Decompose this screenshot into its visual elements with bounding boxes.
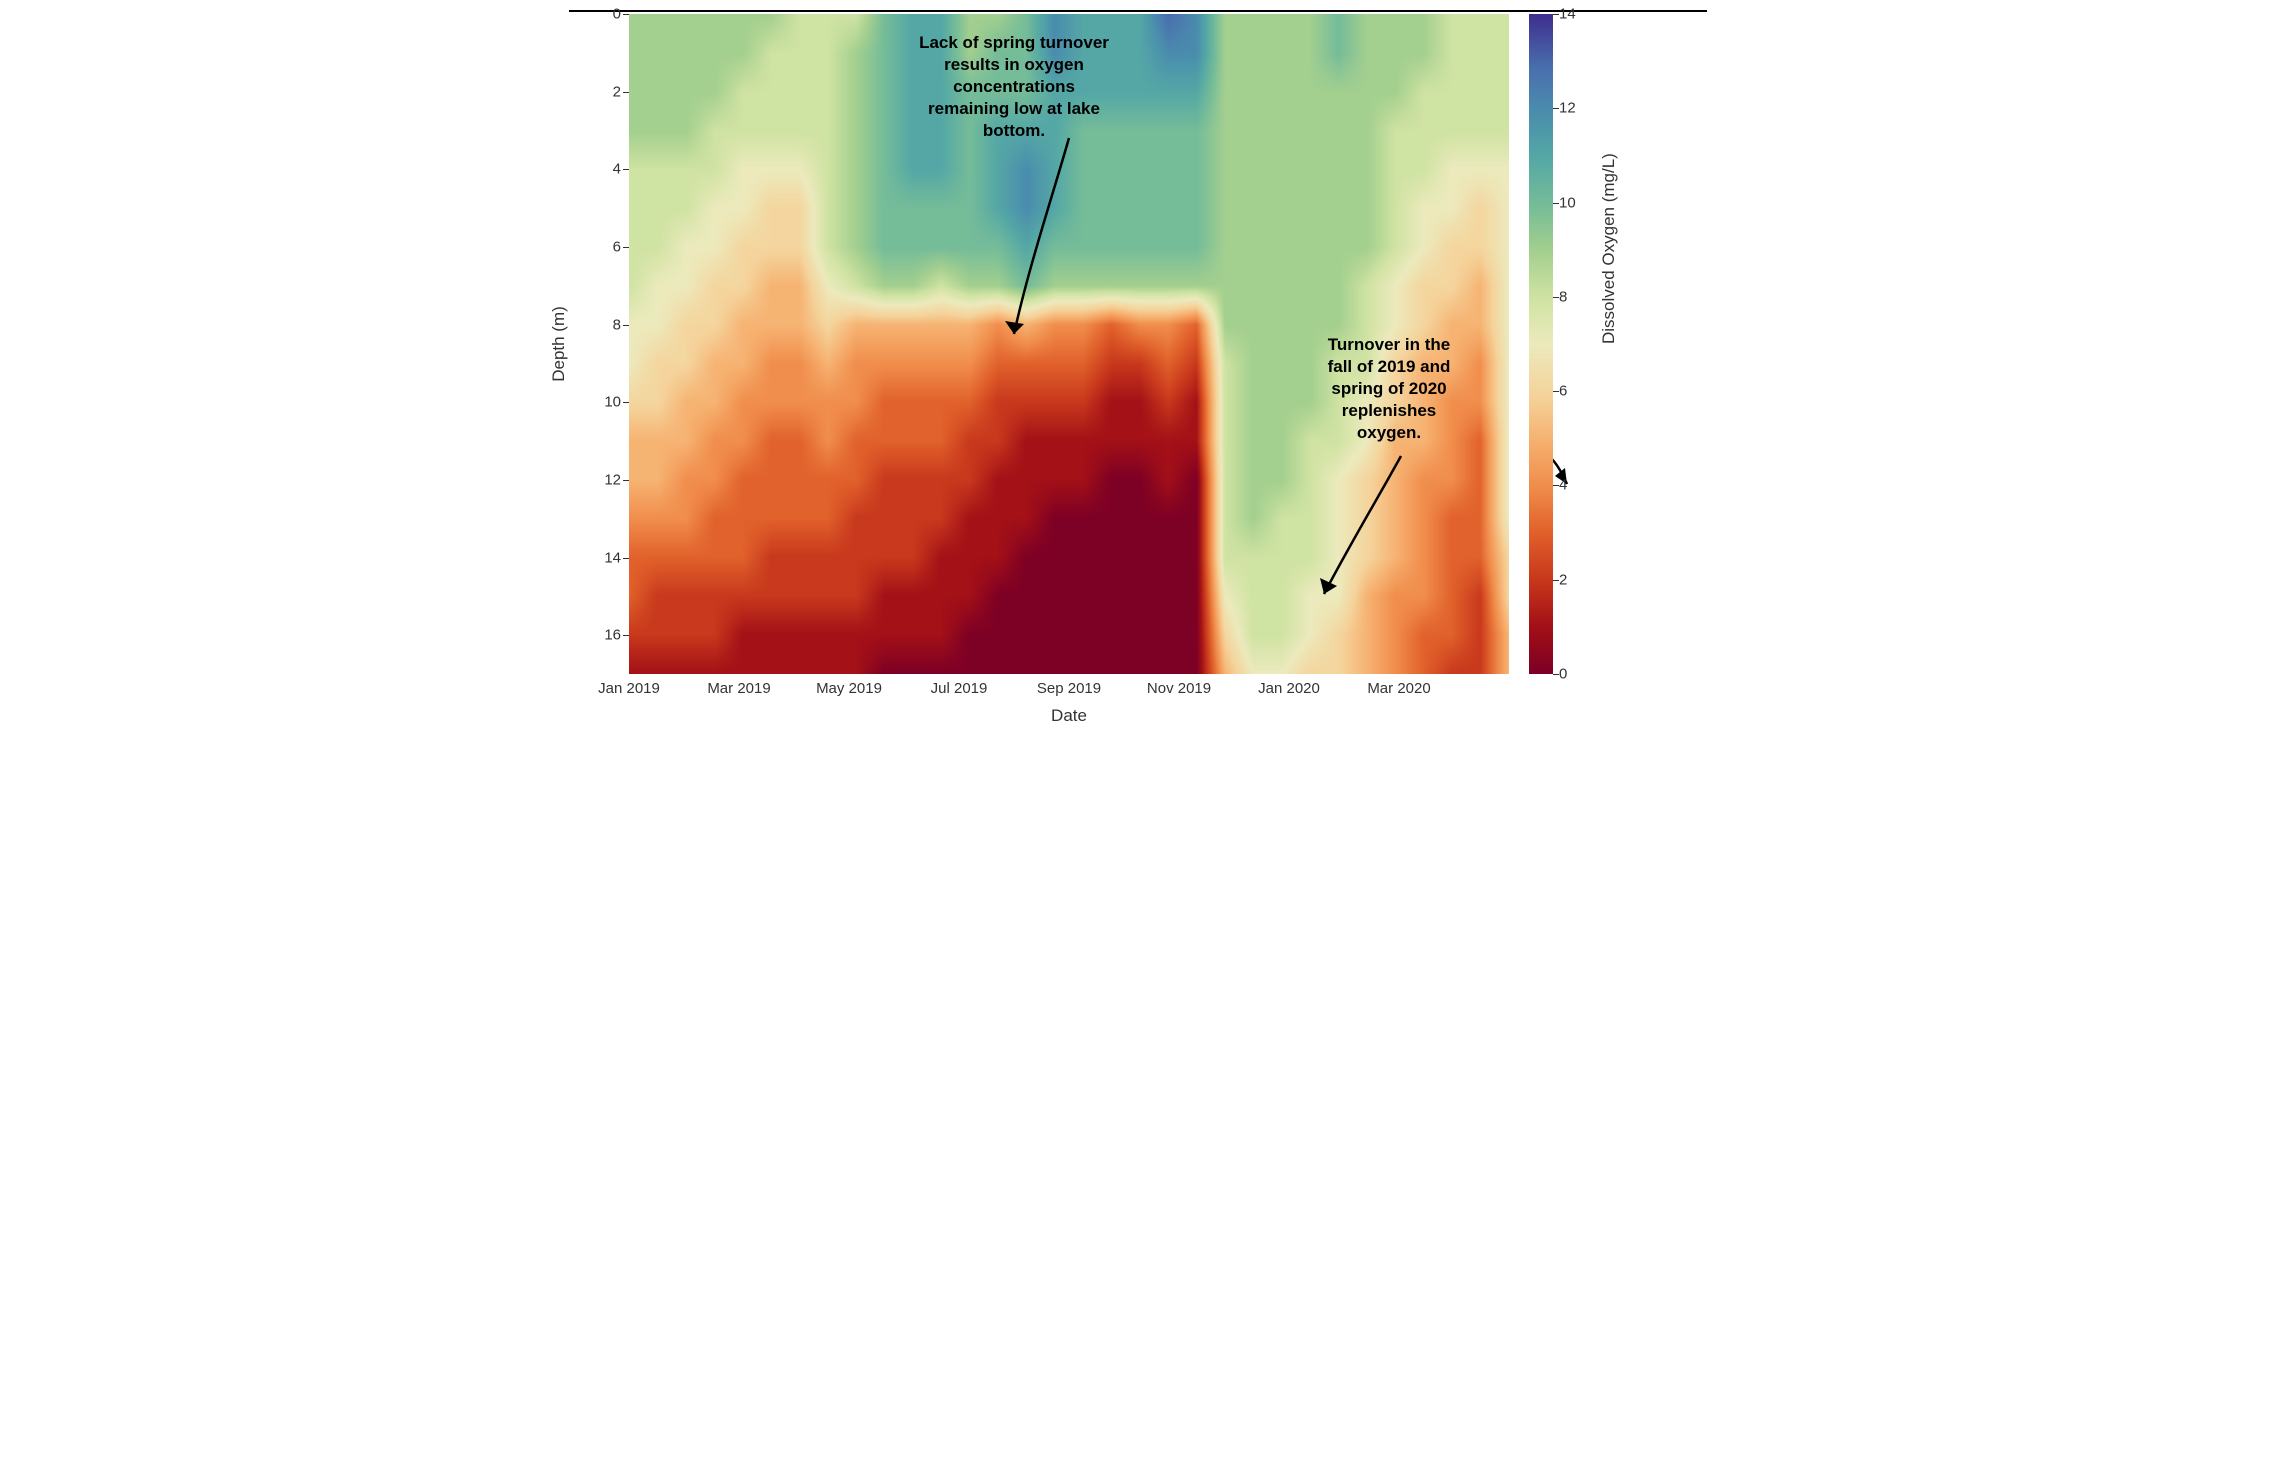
x-tick: Sep 2019: [1037, 680, 1101, 697]
colorbar-tick-mark: [1553, 203, 1559, 204]
colorbar-tick-mark: [1553, 391, 1559, 392]
y-tick: 10: [604, 394, 621, 411]
oxygen-depth-heatmap: Depth (m) 0246810121416 Date Jan 2019Mar…: [569, 10, 1707, 744]
y-tick: 8: [613, 316, 621, 333]
colorbar-gradient: [1529, 14, 1553, 674]
colorbar-tick: 4: [1559, 477, 1567, 494]
y-tick: 0: [613, 6, 621, 23]
colorbar-tick-mark: [1553, 580, 1559, 581]
y-tick: 16: [604, 627, 621, 644]
colorbar-tick-mark: [1553, 674, 1559, 675]
x-axis: Date Jan 2019Mar 2019May 2019Jul 2019Sep…: [629, 674, 1509, 724]
x-tick: Nov 2019: [1147, 680, 1211, 697]
y-axis: Depth (m) 0246810121416: [569, 14, 629, 674]
y-axis-label: Depth (m): [549, 306, 569, 382]
x-tick: Jan 2019: [598, 680, 660, 697]
y-tick: 4: [613, 161, 621, 178]
colorbar-tick-mark: [1553, 485, 1559, 486]
x-tick: Jul 2019: [931, 680, 988, 697]
colorbar-ticks: 02468101214: [1559, 14, 1599, 674]
colorbar-tick: 10: [1559, 194, 1576, 211]
colorbar-tick: 8: [1559, 288, 1567, 305]
colorbar-tick: 12: [1559, 100, 1576, 117]
heatmap-canvas: [629, 14, 1509, 674]
colorbar-tick-mark: [1553, 14, 1559, 15]
colorbar-tick: 6: [1559, 383, 1567, 400]
x-tick: Mar 2019: [707, 680, 770, 697]
plot-area: [629, 14, 1509, 674]
x-axis-label: Date: [1051, 706, 1087, 726]
x-tick: May 2019: [816, 680, 882, 697]
colorbar-tick: 14: [1559, 6, 1576, 23]
y-tick: 2: [613, 83, 621, 100]
colorbar-tick: 0: [1559, 666, 1567, 683]
y-tick: 12: [604, 471, 621, 488]
y-tick: 14: [604, 549, 621, 566]
colorbar-tick-mark: [1553, 297, 1559, 298]
colorbar-label: Dissolved Oxygen (mg/L): [1599, 153, 1619, 344]
x-tick: Mar 2020: [1367, 680, 1430, 697]
colorbar-tick: 2: [1559, 571, 1567, 588]
x-tick: Jan 2020: [1258, 680, 1320, 697]
y-tick: 6: [613, 238, 621, 255]
colorbar-tick-mark: [1553, 108, 1559, 109]
colorbar: [1529, 14, 1553, 674]
